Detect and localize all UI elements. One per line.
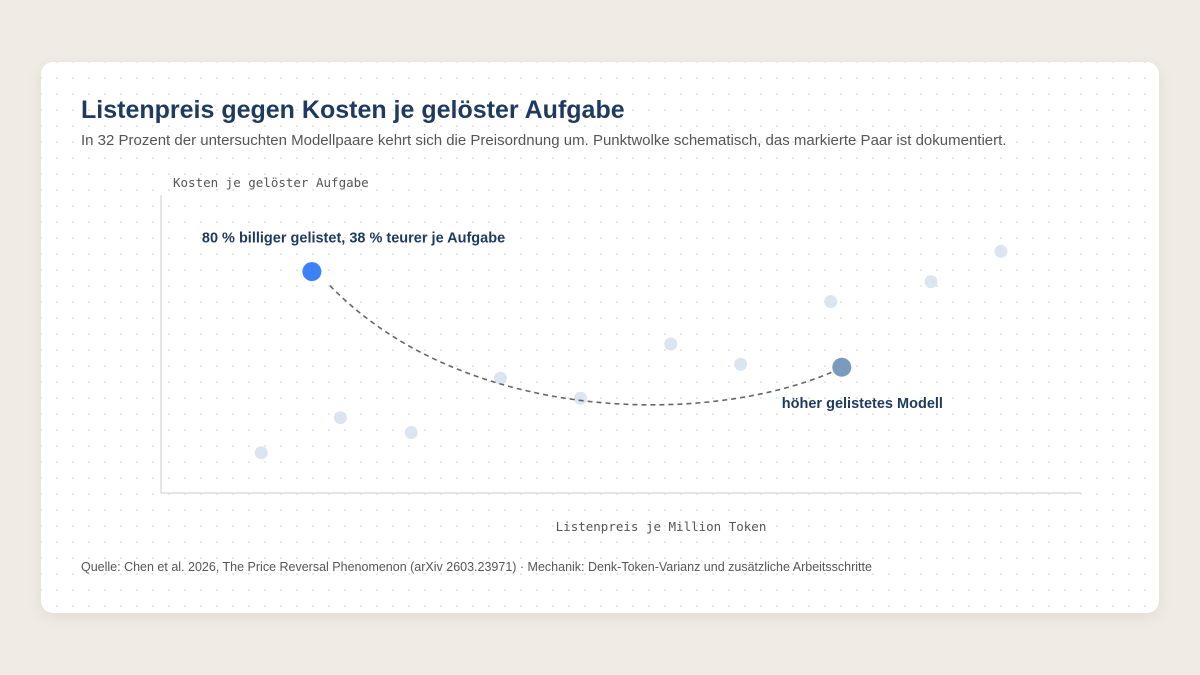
cheaper-listed-model-point [302, 262, 322, 282]
cheaper-model-annotation: 80 % billiger gelistet, 38 % teurer je A… [202, 231, 505, 247]
scatter-point-5 [574, 391, 588, 405]
scatter-point-2 [333, 411, 347, 425]
scatter-point-9 [924, 275, 938, 289]
scatter-point-7 [734, 357, 748, 371]
scatter-point-10 [994, 244, 1008, 258]
chart-subtitle: In 32 Prozent der untersuchten Modellpaa… [81, 132, 1007, 149]
scatter-point-3 [404, 426, 418, 440]
higher-model-annotation: höher gelistetes Modell [782, 396, 943, 412]
y-axis-label: Kosten je gelöster Aufgabe [173, 175, 369, 190]
scatter-point-1 [254, 446, 268, 460]
scatter-point-4 [493, 371, 507, 385]
chart-title: Listenpreis gegen Kosten je gelöster Auf… [81, 96, 625, 124]
x-axis-label: Listenpreis je Million Token [556, 519, 767, 534]
pair-connector-curve [329, 285, 833, 406]
chart-card: Listenpreis gegen Kosten je gelöster Auf… [41, 62, 1159, 613]
scatter-point-6 [664, 337, 678, 351]
scatter-chart: Kosten je gelöster Aufgabe Listenpreis j… [160, 175, 1081, 534]
scatter-point-8 [824, 295, 838, 309]
source-note: Quelle: Chen et al. 2026, The Price Reve… [81, 560, 872, 574]
background-points [254, 244, 1008, 460]
higher-listed-model-point [832, 357, 852, 377]
